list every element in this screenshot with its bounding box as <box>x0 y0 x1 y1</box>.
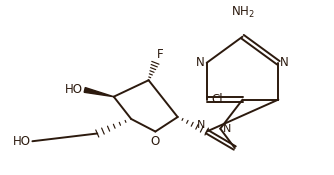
Text: HO: HO <box>12 135 30 148</box>
Text: N: N <box>196 120 205 130</box>
Text: Cl: Cl <box>211 93 223 106</box>
Text: NH$_2$: NH$_2$ <box>230 5 255 20</box>
Text: N: N <box>223 124 231 134</box>
Text: O: O <box>151 135 160 148</box>
Text: N: N <box>196 56 205 69</box>
Text: F: F <box>157 48 164 61</box>
Text: HO: HO <box>65 83 83 96</box>
Text: N: N <box>280 56 289 69</box>
Polygon shape <box>84 88 114 97</box>
